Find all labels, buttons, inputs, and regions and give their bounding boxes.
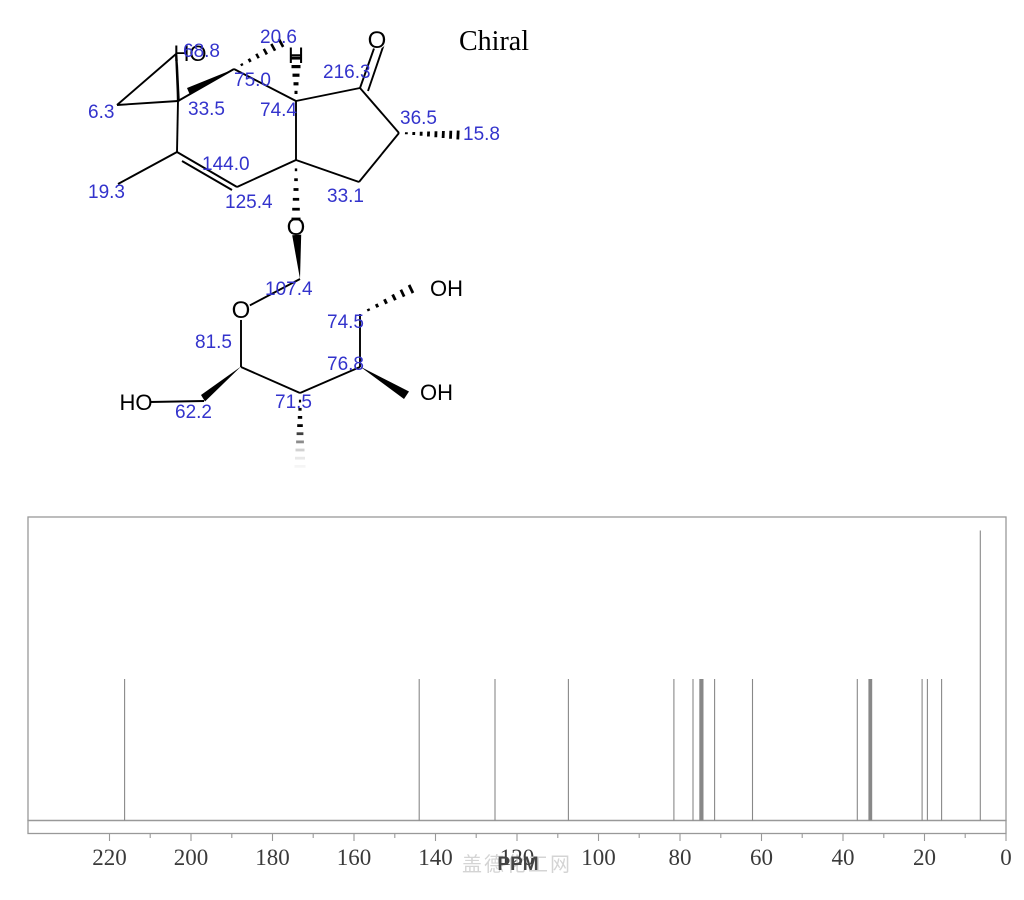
svg-text:OH: OH xyxy=(430,276,463,301)
svg-text:19.3: 19.3 xyxy=(88,182,125,203)
svg-text:40: 40 xyxy=(832,845,855,870)
svg-text:144.0: 144.0 xyxy=(202,154,250,175)
svg-text:PPM: PPM xyxy=(497,854,538,875)
svg-text:200: 200 xyxy=(174,845,209,870)
svg-text:0: 0 xyxy=(1000,845,1012,870)
svg-text:36.5: 36.5 xyxy=(400,108,437,129)
svg-text:80: 80 xyxy=(669,845,692,870)
svg-text:81.5: 81.5 xyxy=(195,332,232,353)
svg-text:15.8: 15.8 xyxy=(463,124,500,145)
svg-text:160: 160 xyxy=(337,845,372,870)
svg-text:33.1: 33.1 xyxy=(327,186,364,207)
svg-text:Chiral: Chiral xyxy=(459,26,529,57)
svg-text:140: 140 xyxy=(418,845,453,870)
svg-text:125.4: 125.4 xyxy=(225,192,273,213)
svg-text:220: 220 xyxy=(92,845,127,870)
svg-text:107.4: 107.4 xyxy=(265,279,313,300)
svg-text:20: 20 xyxy=(913,845,936,870)
svg-text:76.8: 76.8 xyxy=(327,354,364,375)
svg-text:74.4: 74.4 xyxy=(260,100,297,121)
svg-text:100: 100 xyxy=(581,845,616,870)
svg-text:74.5: 74.5 xyxy=(327,312,364,333)
svg-text:HO: HO xyxy=(120,390,153,415)
svg-text:180: 180 xyxy=(255,845,290,870)
svg-text:62.2: 62.2 xyxy=(175,402,212,423)
svg-text:60: 60 xyxy=(750,845,773,870)
svg-text:68.8: 68.8 xyxy=(183,41,220,62)
svg-text:216.3: 216.3 xyxy=(323,62,371,83)
svg-text:6.3: 6.3 xyxy=(88,102,114,123)
svg-text:71.5: 71.5 xyxy=(275,392,312,413)
svg-text:O: O xyxy=(287,214,306,241)
svg-text:OH: OH xyxy=(420,380,453,405)
svg-text:75.0: 75.0 xyxy=(234,70,271,91)
svg-text:20.6: 20.6 xyxy=(260,27,297,48)
svg-text:O: O xyxy=(368,27,387,54)
svg-text:33.5: 33.5 xyxy=(188,99,225,120)
svg-text:O: O xyxy=(232,297,251,324)
